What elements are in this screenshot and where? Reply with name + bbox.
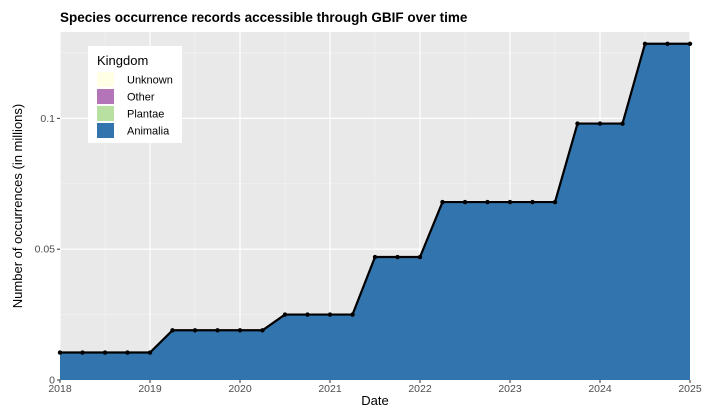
data-point [597, 121, 603, 126]
legend-swatch-animalia [97, 123, 114, 138]
data-point [237, 328, 243, 333]
x-tick-label: 2018 [48, 383, 72, 395]
data-point [170, 328, 175, 333]
x-tick-label: 2021 [318, 383, 342, 395]
y-tick-label: 0 [49, 375, 55, 387]
data-point [192, 328, 198, 333]
legend-label-unknown: Unknown [127, 75, 173, 87]
data-point [552, 199, 558, 205]
x-tick-label: 2019 [138, 383, 162, 395]
data-point [507, 199, 513, 205]
y-tick-label: 0.05 [35, 244, 56, 256]
data-point [147, 350, 153, 355]
data-point [80, 350, 85, 355]
data-point [417, 254, 423, 260]
legend-swatch-plantae [97, 106, 114, 121]
data-point [395, 254, 400, 260]
data-point [620, 121, 625, 126]
data-point [665, 41, 670, 46]
chart-title: Species occurrence records accessible th… [60, 10, 468, 25]
data-point [260, 328, 265, 333]
legend: Kingdom Unknown Other Plantae Animalia [88, 46, 182, 143]
data-point [642, 41, 648, 46]
data-point [102, 350, 108, 355]
data-point [125, 350, 130, 355]
data-point [305, 312, 310, 317]
x-axis: 2018 2019 2020 2021 2022 2023 2024 2025 [48, 380, 702, 395]
legend-label-plantae: Plantae [127, 109, 164, 121]
x-tick-label: 2023 [498, 383, 522, 395]
data-point [350, 312, 355, 317]
x-axis-label: Date [361, 393, 388, 408]
legend-title: Kingdom [97, 53, 148, 68]
x-tick-label: 2022 [408, 383, 432, 395]
data-point [687, 41, 693, 46]
legend-label-other: Other [127, 92, 155, 104]
data-point [575, 121, 580, 126]
x-tick-label: 2024 [588, 383, 612, 395]
series-area-animalia [60, 43, 690, 380]
y-tick-label: 0.1 [40, 113, 55, 125]
legend-label-animalia: Animalia [127, 126, 170, 138]
data-point [372, 254, 378, 260]
data-point [462, 199, 468, 205]
data-point [530, 199, 535, 205]
y-axis-label: Number of occurrences (in millions) [10, 104, 25, 308]
x-tick-label: 2025 [678, 383, 702, 395]
legend-swatch-unknown [97, 72, 114, 87]
points-layer [57, 41, 693, 355]
y-axis: 0 0.05 0.1 [35, 113, 60, 387]
data-point [485, 199, 490, 205]
data-point [282, 312, 288, 317]
data-point [440, 199, 445, 205]
data-point [215, 328, 220, 333]
data-point [327, 312, 333, 317]
legend-swatch-other [97, 89, 114, 104]
data-point [57, 350, 63, 355]
x-tick-label: 2020 [228, 383, 252, 395]
